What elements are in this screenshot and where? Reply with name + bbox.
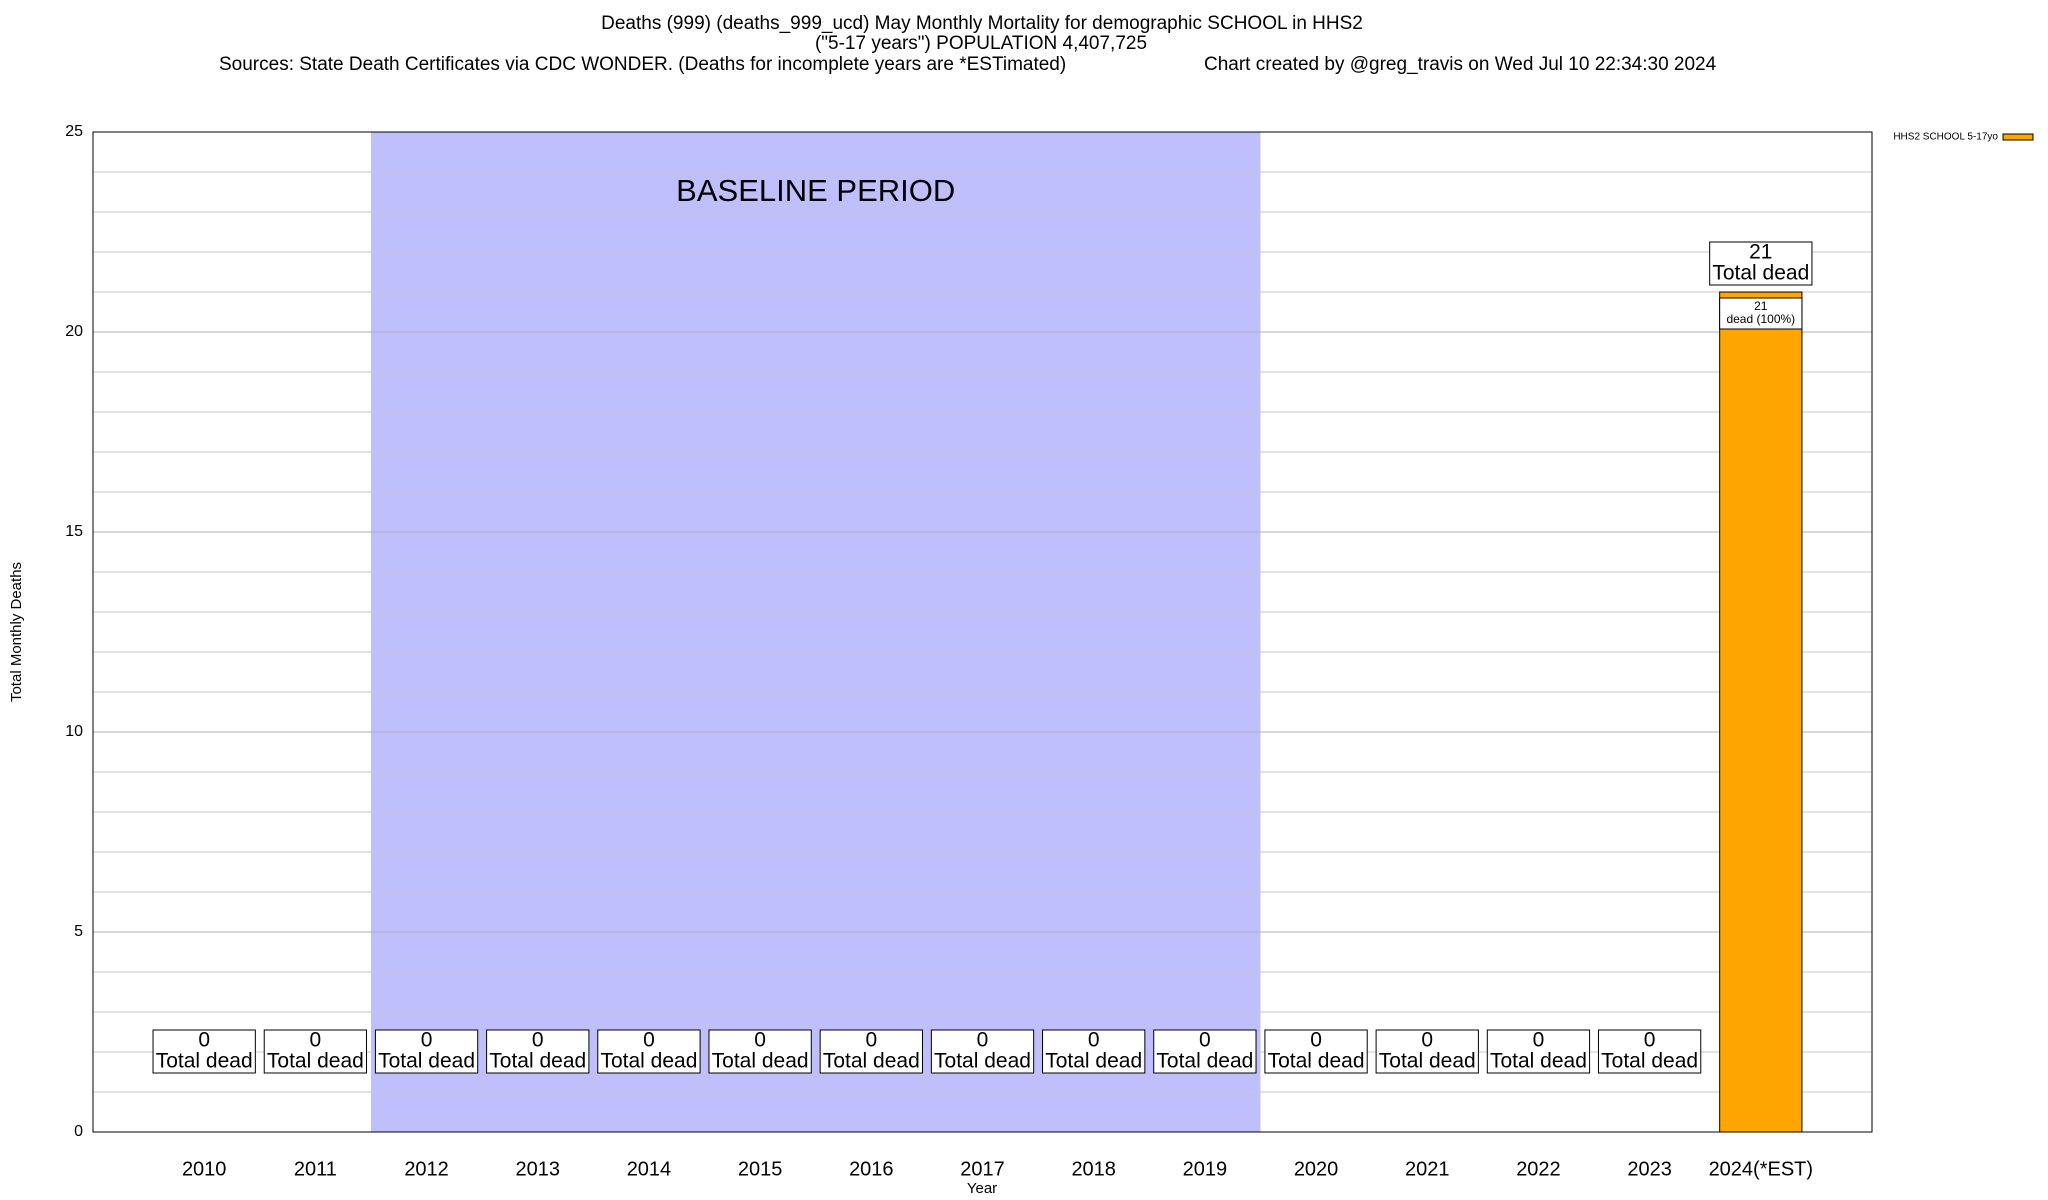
baseline-period <box>370 132 1261 1132</box>
total-label-box <box>1375 1029 1479 1074</box>
total-text-label: Total dead <box>1156 1050 1253 1073</box>
x-axis-label: Year <box>967 1180 997 1197</box>
baseline-label: BASELINE PERIOD <box>676 173 955 208</box>
x-tick-label: 2012 <box>404 1158 449 1180</box>
x-tick-label: 2024(*EST) <box>1709 1158 1814 1180</box>
y-tick-label: 25 <box>65 123 83 140</box>
total-label-box <box>1486 1029 1591 1074</box>
x-tick-label: 2011 <box>294 1158 337 1180</box>
total-text-label: Total dead <box>712 1050 809 1073</box>
credit: Chart created by @greg_travis on Wed Jul… <box>1204 54 1717 75</box>
total-label-box <box>930 1029 1035 1074</box>
total-value-label: 0 <box>643 1029 655 1052</box>
total-text-label: Total dead <box>1601 1050 1698 1073</box>
segment-text-label: dead (100%) <box>1726 312 1795 326</box>
total-value-label: 0 <box>1088 1029 1100 1052</box>
x-tick-label: 2010 <box>182 1158 227 1180</box>
y-tick-label: 20 <box>65 323 83 340</box>
total-text-label: Total dead <box>1268 1050 1365 1073</box>
total-text-label: Total dead <box>1045 1050 1142 1073</box>
total-value-label: 21 <box>1749 241 1772 264</box>
y-tick-label: 15 <box>65 523 83 540</box>
total-label-box <box>597 1029 701 1074</box>
y-axis-label: Total Monthly Deaths <box>8 562 25 702</box>
total-label-box <box>1042 1029 1146 1074</box>
total-value-label: 0 <box>1533 1029 1545 1052</box>
x-tick-label: 2018 <box>1071 1158 1116 1180</box>
x-tick-label: 2022 <box>1516 1158 1561 1180</box>
total-value-label: 0 <box>754 1029 766 1052</box>
segment-value-label: 21 <box>1754 299 1768 313</box>
total-label-box <box>486 1029 590 1074</box>
total-value-label: 0 <box>977 1029 989 1052</box>
total-text-label: Total dead <box>156 1050 253 1073</box>
total-value-label: 0 <box>1644 1029 1656 1052</box>
bar <box>1719 291 1803 1133</box>
total-label-box <box>1597 1029 1702 1074</box>
total-text-label: Total dead <box>267 1050 364 1073</box>
total-text-label: Total dead <box>823 1050 920 1073</box>
total-value-label: 0 <box>1199 1029 1211 1052</box>
segment-label-box <box>1719 297 1803 330</box>
sources: Sources: State Death Certificates via CD… <box>219 54 1066 75</box>
x-tick-label: 2021 <box>1405 1158 1450 1180</box>
x-tick-label: 2017 <box>960 1158 1005 1180</box>
total-label-box <box>819 1029 923 1074</box>
total-value-label: 0 <box>1310 1029 1322 1052</box>
x-tick-label: 2016 <box>849 1158 894 1180</box>
y-tick-label: 10 <box>65 723 83 740</box>
total-text-label: Total dead <box>1490 1050 1587 1073</box>
total-label-box <box>1264 1029 1368 1074</box>
total-label-box <box>708 1029 812 1074</box>
total-label-box <box>1709 241 1813 286</box>
total-label-box <box>263 1029 368 1074</box>
y-tick-label: 0 <box>74 1123 83 1140</box>
x-tick-label: 2019 <box>1183 1158 1228 1180</box>
chart-subtitle: ("5-17 years") POPULATION 4,407,725 <box>815 33 1147 54</box>
total-text-label: Total dead <box>600 1050 697 1073</box>
total-value-label: 0 <box>865 1029 877 1052</box>
legend-swatch <box>2002 133 2034 141</box>
total-value-label: 0 <box>310 1029 322 1052</box>
chart-title: Deaths (999) (deaths_999_ucd) May Monthl… <box>601 13 1363 34</box>
total-value-label: 0 <box>1421 1029 1433 1052</box>
x-tick-label: 2023 <box>1627 1158 1672 1180</box>
x-tick-label: 2020 <box>1294 1158 1339 1180</box>
plot-frame <box>92 131 1873 1133</box>
x-tick-label: 2013 <box>516 1158 561 1180</box>
total-value-label: 0 <box>421 1029 433 1052</box>
total-text-label: Total dead <box>378 1050 475 1073</box>
total-text-label: Total dead <box>489 1050 586 1073</box>
total-value-label: 0 <box>198 1029 210 1052</box>
x-tick-label: 2015 <box>738 1158 783 1180</box>
total-text-label: Total dead <box>1712 262 1809 285</box>
total-value-label: 0 <box>532 1029 544 1052</box>
legend-label: HHS2 SCHOOL 5-17yo <box>1893 132 1998 143</box>
y-tick-label: 5 <box>74 923 83 940</box>
total-label-box <box>1153 1029 1257 1074</box>
total-text-label: Total dead <box>1379 1050 1476 1073</box>
total-text-label: Total dead <box>934 1050 1031 1073</box>
total-label-box <box>152 1029 256 1074</box>
total-label-box <box>374 1029 479 1074</box>
x-tick-label: 2014 <box>627 1158 672 1180</box>
